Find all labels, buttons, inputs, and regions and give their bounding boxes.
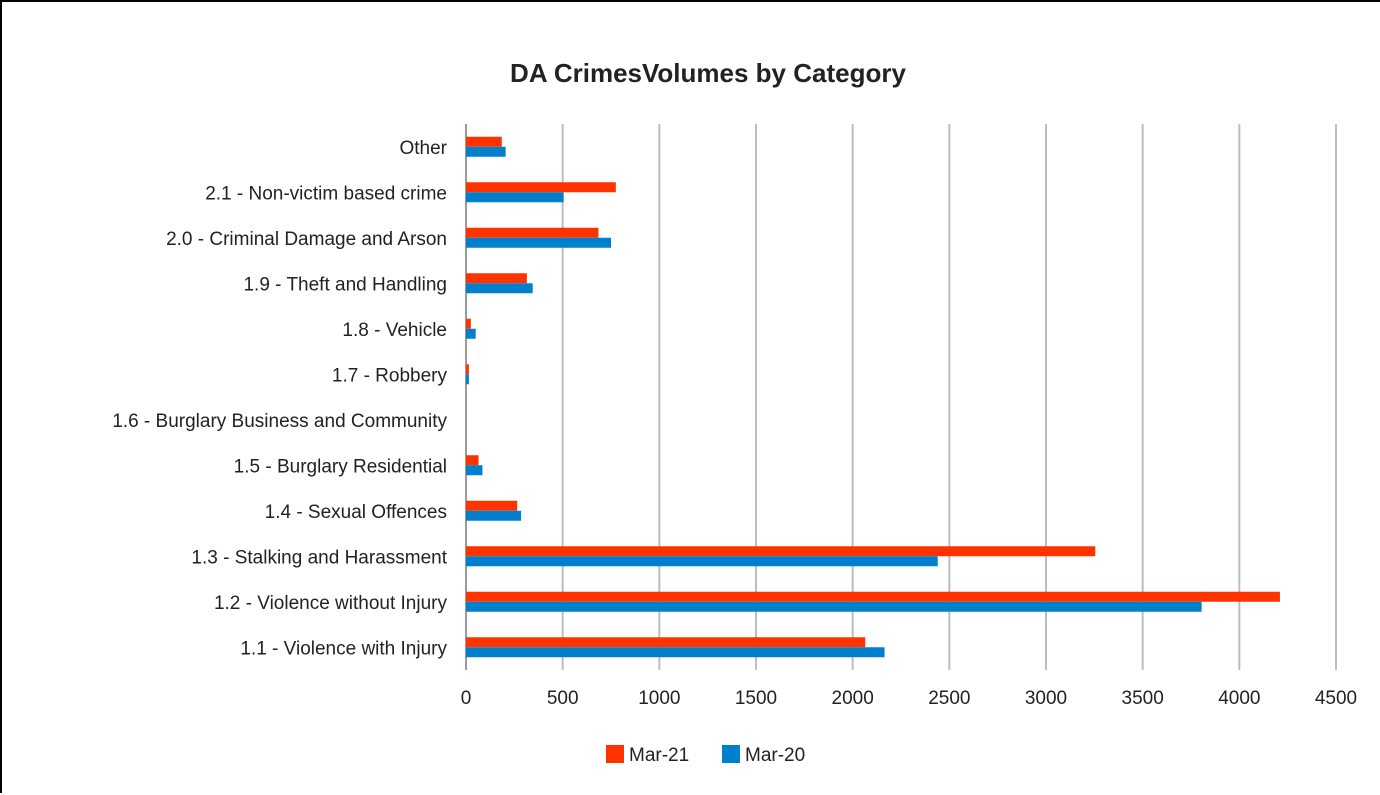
category-label: 1.5 - Burglary Residential	[234, 456, 447, 477]
x-tick-label: 3000	[1025, 688, 1067, 709]
bar-mar-20	[466, 374, 469, 385]
bar-mar-20	[466, 328, 476, 339]
bar-mar-20	[466, 647, 885, 658]
category-label: Other	[399, 138, 447, 159]
category-labels: 1.1 - Violence with Injury 1.2 - Violence…	[112, 138, 447, 660]
gridlines	[465, 124, 1337, 670]
x-tick-label: 1000	[638, 688, 680, 709]
category-label: 1.7 - Robbery	[332, 365, 448, 386]
bar-mar-20	[466, 556, 938, 567]
x-tick-label: 500	[547, 688, 579, 709]
x-tick-label: 0	[461, 688, 472, 709]
bar-mar-20	[466, 283, 533, 294]
bar-mar-21	[466, 637, 866, 648]
category-label: 1.8 - Vehicle	[342, 320, 447, 341]
bar-mar-20	[466, 146, 506, 157]
bar-mar-21	[466, 364, 469, 375]
category-label: 1.1 - Violence with Injury	[240, 638, 447, 659]
bar-mar-21	[466, 136, 502, 147]
x-tick-label: 1500	[735, 688, 777, 709]
category-label: 1.9 - Theft and Handling	[243, 274, 447, 295]
category-label: 2.1 - Non-victim based crime	[205, 183, 447, 204]
legend-swatch	[606, 745, 624, 763]
legend: Mar-21 Mar-20	[606, 745, 805, 766]
chart-title: DA CrimesVolumes by Category	[510, 58, 906, 88]
bar-mar-21	[466, 500, 518, 511]
bar-mar-21	[466, 182, 616, 193]
bar-mar-20	[466, 601, 1202, 612]
category-label: 2.0 - Criminal Damage and Arson	[166, 229, 447, 250]
x-tick-label: 4000	[1218, 688, 1260, 709]
bar-mar-21	[466, 591, 1280, 602]
bar-mar-21	[466, 546, 1096, 557]
category-label: 1.2 - Violence without Injury	[214, 593, 448, 614]
bar-mar-20	[466, 465, 483, 476]
legend-label: Mar-21	[629, 745, 689, 766]
x-tick-label: 2500	[928, 688, 970, 709]
x-tick-label: 2000	[832, 688, 874, 709]
bar-mar-21	[466, 318, 471, 329]
bar-mar-21	[466, 227, 599, 238]
bar-mar-20	[466, 192, 564, 203]
x-tick-label: 4500	[1315, 688, 1357, 709]
bar-mar-21	[466, 273, 527, 284]
legend-label: Mar-20	[745, 745, 805, 766]
legend-swatch	[722, 745, 740, 763]
bar-mar-20	[466, 510, 522, 521]
x-tick-label: 3500	[1122, 688, 1164, 709]
category-label: 1.4 - Sexual Offences	[265, 502, 447, 523]
bar-mar-21	[466, 455, 479, 466]
bars	[466, 136, 1280, 658]
x-tick-labels: 0 500 1000 1500 2000 2500 3000 3500 4000 4500	[461, 688, 1357, 709]
bar-mar-20	[466, 237, 611, 248]
category-label: 1.3 - Stalking and Harassment	[191, 547, 447, 568]
category-label: 1.6 - Burglary Business and Community	[112, 411, 447, 432]
